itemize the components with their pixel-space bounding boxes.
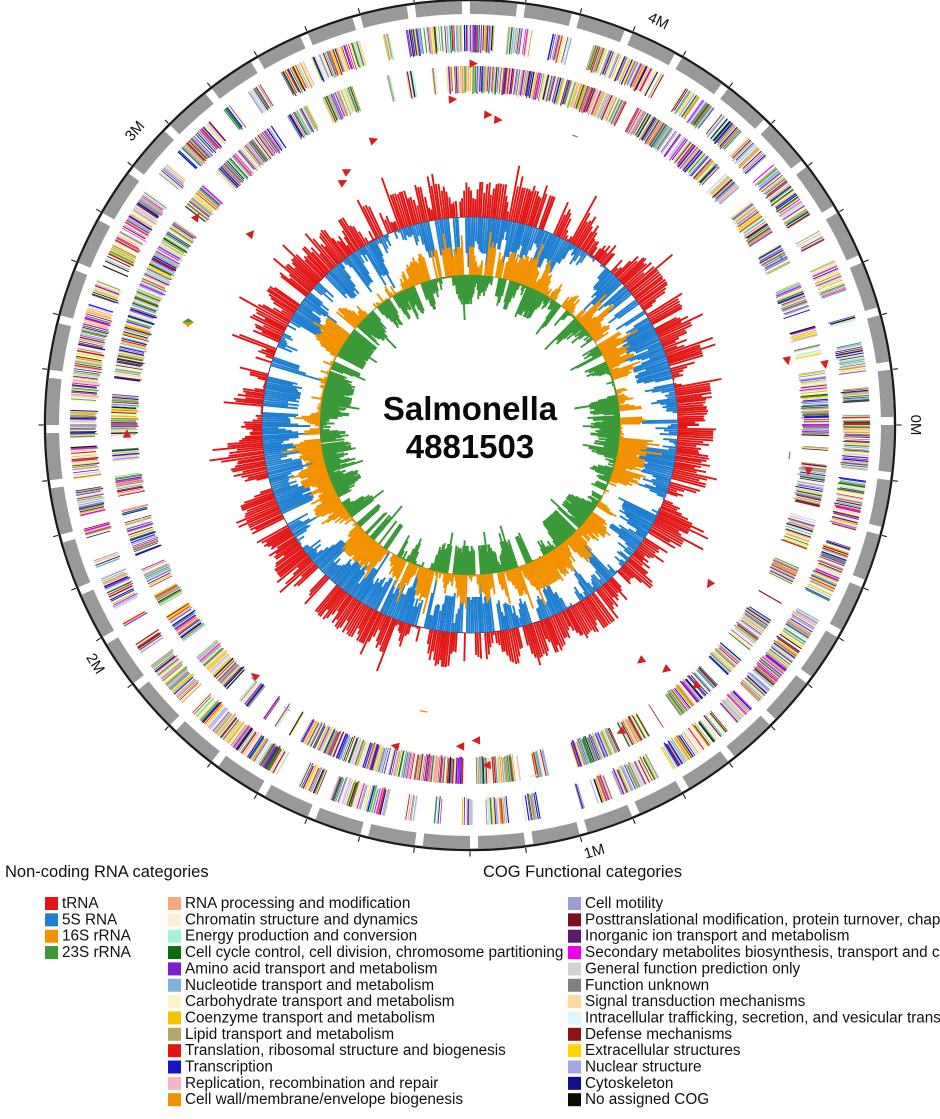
svg-text:Extracellular structures: Extracellular structures — [585, 1042, 741, 1059]
svg-text:Cell motility: Cell motility — [585, 895, 664, 912]
svg-text:Nucleotide transport and metab: Nucleotide transport and metabolism — [185, 977, 434, 994]
svg-text:RNA processing and modificatio: RNA processing and modification — [185, 895, 410, 912]
svg-text:Cell cycle control, cell divis: Cell cycle control, cell division, chrom… — [185, 944, 563, 961]
svg-text:Cytoskeleton: Cytoskeleton — [585, 1075, 673, 1092]
svg-text:16S rRNA: 16S rRNA — [62, 928, 132, 945]
svg-text:COG Functional categories: COG Functional categories — [483, 863, 682, 881]
svg-text:Carbohydrate transport and met: Carbohydrate transport and metabolism — [185, 993, 455, 1010]
svg-text:Amino acid transport and metab: Amino acid transport and metabolism — [185, 960, 438, 977]
svg-text:Nuclear structure: Nuclear structure — [585, 1059, 701, 1076]
svg-text:Salmonella: Salmonella — [383, 390, 558, 427]
svg-text:tRNA: tRNA — [62, 895, 99, 912]
svg-text:No assigned COG: No assigned COG — [585, 1091, 709, 1108]
svg-text:0M: 0M — [907, 415, 924, 436]
svg-text:Chromatin structure and dynami: Chromatin structure and dynamics — [185, 911, 418, 928]
svg-text:Cell wall/membrane/envelope bi: Cell wall/membrane/envelope biogenesis — [185, 1091, 463, 1108]
svg-text:Non-coding RNA categories: Non-coding RNA categories — [5, 863, 209, 881]
svg-text:Function unknown: Function unknown — [585, 977, 709, 994]
svg-text:Replication, recombination and: Replication, recombination and repair — [185, 1075, 438, 1092]
svg-text:Energy production and conversi: Energy production and conversion — [185, 928, 417, 945]
svg-text:Defense mechanisms: Defense mechanisms — [585, 1026, 732, 1043]
svg-text:Secondary metabolites biosynth: Secondary metabolites biosynthesis, tran… — [585, 944, 940, 961]
svg-text:4881503: 4881503 — [406, 428, 534, 465]
svg-text:Lipid transport and metabolism: Lipid transport and metabolism — [185, 1026, 394, 1043]
svg-text:Posttranslational modification: Posttranslational modification, protein … — [585, 911, 940, 928]
svg-text:Intracellular trafficking, sec: Intracellular trafficking, secretion, an… — [585, 1009, 940, 1026]
svg-text:Signal transduction mechanisms: Signal transduction mechanisms — [585, 993, 806, 1010]
svg-text:5S RNA: 5S RNA — [62, 911, 118, 928]
svg-text:Inorganic ion transport and me: Inorganic ion transport and metabolism — [585, 928, 849, 945]
svg-text:Coenzyme transport and metabol: Coenzyme transport and metabolism — [185, 1009, 435, 1026]
svg-text:Transcription: Transcription — [185, 1059, 273, 1076]
svg-text:23S rRNA: 23S rRNA — [62, 944, 132, 961]
svg-text:General function prediction on: General function prediction only — [585, 960, 800, 977]
svg-text:Translation, ribosomal structu: Translation, ribosomal structure and bio… — [185, 1042, 506, 1059]
